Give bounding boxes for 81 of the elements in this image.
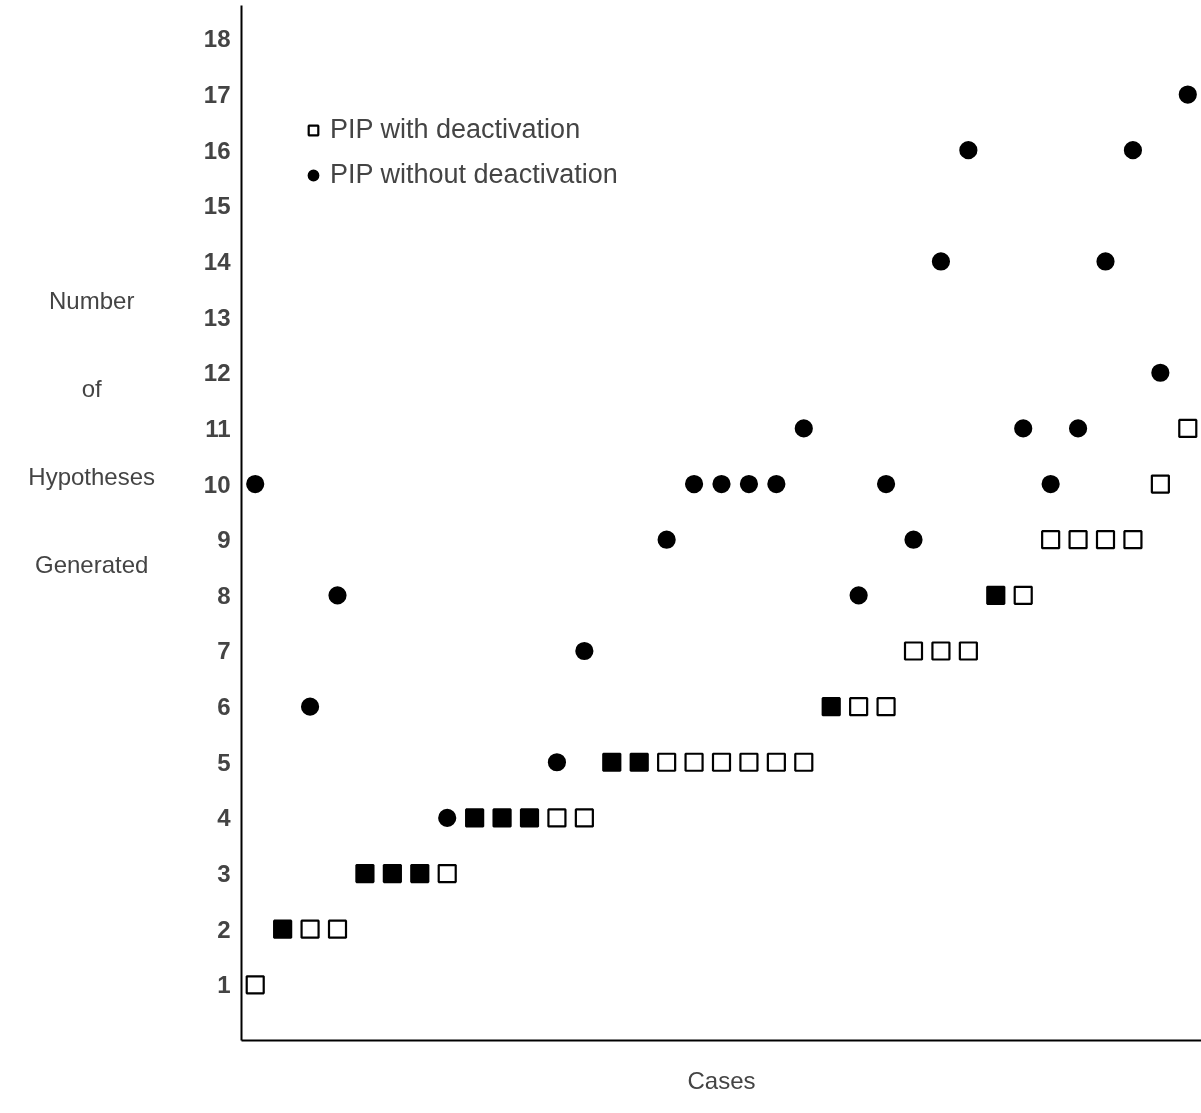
y-tick-label: 18 bbox=[203, 25, 231, 53]
point bbox=[547, 808, 567, 828]
x-axis-title: Cases bbox=[687, 1066, 756, 1094]
y-tick-label: 9 bbox=[217, 526, 231, 554]
y-tick-label: 3 bbox=[217, 860, 231, 888]
y-tick-label: 10 bbox=[203, 470, 231, 498]
point bbox=[739, 474, 759, 494]
y-tick-label: 1 bbox=[217, 971, 231, 999]
point bbox=[821, 697, 841, 717]
y-tick-label: 13 bbox=[203, 303, 231, 331]
point bbox=[904, 530, 923, 549]
point bbox=[410, 863, 430, 884]
point bbox=[794, 419, 813, 438]
y-tick-label: 14 bbox=[203, 247, 232, 275]
y-tick-label: 2 bbox=[217, 915, 231, 943]
point bbox=[931, 252, 951, 271]
point bbox=[794, 752, 814, 772]
point bbox=[657, 752, 677, 772]
point bbox=[519, 808, 540, 828]
point bbox=[327, 919, 348, 939]
point bbox=[767, 474, 786, 494]
point bbox=[273, 919, 293, 939]
point bbox=[959, 141, 978, 160]
point bbox=[739, 752, 759, 772]
y-tick-label: 6 bbox=[217, 693, 231, 721]
point bbox=[1178, 85, 1197, 104]
y-tick-label: 15 bbox=[203, 192, 231, 220]
point bbox=[711, 752, 732, 772]
point bbox=[684, 752, 704, 772]
point bbox=[1041, 530, 1061, 550]
point bbox=[1013, 585, 1033, 605]
y-tick-label: 8 bbox=[217, 581, 231, 609]
point bbox=[1123, 530, 1143, 550]
point bbox=[958, 641, 978, 661]
point bbox=[245, 975, 265, 995]
point bbox=[1068, 419, 1088, 438]
point bbox=[437, 863, 457, 884]
point bbox=[1068, 530, 1088, 550]
point bbox=[300, 919, 320, 939]
point bbox=[849, 586, 868, 605]
point bbox=[492, 808, 512, 828]
point bbox=[1014, 419, 1033, 438]
y-tick-label: 5 bbox=[217, 748, 231, 776]
point bbox=[1150, 474, 1170, 494]
point bbox=[575, 641, 594, 661]
point bbox=[986, 585, 1006, 605]
y-tick-label: 17 bbox=[203, 81, 231, 109]
point bbox=[355, 863, 375, 884]
point bbox=[246, 474, 265, 494]
point bbox=[1123, 141, 1143, 160]
y-tick-label: 12 bbox=[203, 359, 231, 387]
point bbox=[766, 752, 786, 772]
point bbox=[602, 752, 622, 772]
point bbox=[876, 474, 896, 494]
point bbox=[931, 641, 951, 661]
y-tick-label: 16 bbox=[203, 136, 231, 164]
point bbox=[574, 808, 594, 828]
point bbox=[300, 697, 320, 716]
point bbox=[712, 474, 731, 494]
point bbox=[903, 641, 924, 661]
point bbox=[382, 863, 402, 884]
y-tick-label: 4 bbox=[217, 804, 232, 832]
point bbox=[438, 808, 457, 827]
legend-label: PIP with deactivation bbox=[330, 114, 581, 145]
text: Number of Hypotheses Generated bbox=[28, 286, 156, 578]
point bbox=[684, 474, 704, 494]
legend-label: PIP without deactivation bbox=[330, 159, 618, 190]
point bbox=[1095, 530, 1116, 550]
point bbox=[1178, 418, 1198, 438]
point bbox=[1151, 363, 1170, 382]
point bbox=[328, 586, 347, 605]
point bbox=[629, 752, 649, 772]
point bbox=[876, 697, 896, 717]
point bbox=[547, 753, 567, 772]
point bbox=[1096, 252, 1115, 271]
point bbox=[1041, 474, 1060, 494]
point bbox=[657, 530, 676, 549]
point bbox=[849, 697, 869, 717]
y-tick-label: 7 bbox=[217, 637, 231, 665]
point bbox=[465, 808, 485, 828]
y-tick-label: 11 bbox=[205, 414, 231, 442]
